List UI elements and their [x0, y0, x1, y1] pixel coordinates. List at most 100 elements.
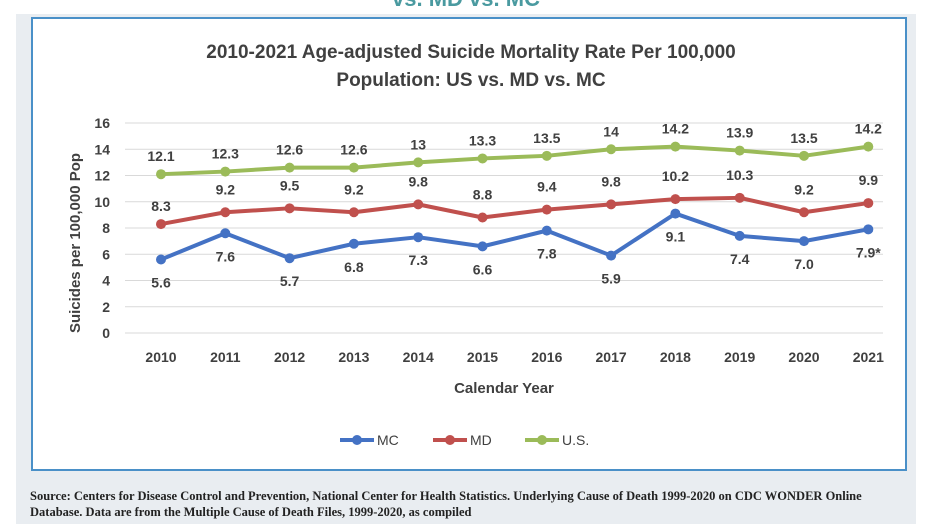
data-point-md: [220, 207, 231, 218]
series-layer: [156, 141, 874, 265]
data-label-us: 14: [603, 123, 619, 139]
source-note: Source: Centers for Disease Control and …: [30, 489, 862, 519]
chart-frame: 2010-2021 Age-adjusted Suicide Mortality…: [31, 17, 907, 471]
data-label-mc: 9.1: [666, 229, 686, 245]
data-point-mc: [734, 230, 745, 241]
data-label-us: 12.6: [276, 142, 303, 158]
data-point-mc: [156, 254, 166, 265]
data-label-mc: 6.8: [344, 259, 364, 275]
data-label-md: 9.9: [859, 172, 879, 188]
data-point-md: [670, 194, 681, 205]
data-label-mc: 7.4: [730, 251, 750, 267]
y-tick-label: 2: [102, 299, 110, 315]
data-label-md: 9.2: [344, 181, 364, 197]
data-label-mc: 5.7: [280, 273, 300, 289]
data-label-mc: 7.6: [216, 248, 236, 264]
legend-label-md: MD: [470, 432, 492, 448]
data-point-mc: [799, 236, 809, 247]
line-chart: 2010-2021 Age-adjusted Suicide Mortality…: [67, 42, 884, 448]
series-line-md: [160, 195, 869, 227]
data-label-us: 13: [410, 136, 426, 152]
data-label-us: 13.9: [726, 125, 753, 141]
data-point-us: [734, 145, 745, 156]
x-tick-label: 2020: [788, 349, 819, 365]
x-tick-label: 2015: [467, 349, 498, 365]
data-label-md: 10.2: [662, 168, 689, 184]
data-label-md: 9.2: [794, 181, 814, 197]
y-tick-label: 6: [102, 246, 110, 262]
gridlines: [125, 122, 883, 334]
data-point-mc: [477, 241, 488, 252]
data-point-us: [670, 141, 681, 152]
data-label-md: 9.4: [537, 179, 557, 195]
chart-title-line-1: 2010-2021 Age-adjusted Suicide Mortality…: [206, 42, 735, 63]
data-label-us: 14.2: [855, 121, 882, 137]
y-tick-labels: 0 2 4 6 8 10 12 14 16: [94, 115, 110, 341]
x-axis-label: Calendar Year: [454, 380, 554, 397]
data-label-mc: 5.9: [601, 271, 621, 287]
data-labels: 5.6 7.6 5.7 6.8 7.3 6.6 7.8 5.9 9.1 7.4 7.0 7.9* 8.3…: [147, 121, 882, 291]
data-point-us: [156, 169, 166, 180]
y-tick-label: 0: [102, 325, 110, 341]
data-label-md: 9.2: [216, 181, 236, 197]
data-label-us: 13.5: [790, 130, 817, 146]
data-label-md: 9.8: [601, 173, 621, 189]
legend-marker-mc: [352, 435, 362, 445]
y-tick-label: 4: [102, 273, 110, 289]
data-point-us: [799, 150, 809, 161]
data-label-us: 12.1: [147, 148, 174, 164]
x-tick-label: 2017: [596, 349, 627, 365]
y-tick-label: 14: [94, 141, 110, 157]
banner-heading: vs. MD vs. MC: [16, 0, 916, 12]
y-tick-label: 8: [102, 220, 110, 236]
y-tick-label: 10: [94, 194, 110, 210]
legend-marker-md: [445, 435, 455, 445]
data-point-mc: [606, 250, 617, 261]
data-point-us: [284, 162, 295, 173]
data-label-md: 8.8: [473, 187, 493, 203]
data-label-us: 13.3: [469, 132, 496, 148]
data-label-us: 12.3: [212, 146, 239, 162]
data-point-md: [541, 204, 552, 215]
x-tick-label: 2012: [274, 349, 305, 365]
data-point-mc: [541, 225, 552, 236]
data-point-mc: [413, 232, 424, 243]
y-tick-label: 12: [94, 168, 110, 184]
data-point-mc: [670, 208, 681, 219]
data-point-md: [284, 203, 295, 214]
data-point-mc: [220, 228, 231, 239]
legend-marker-us: [537, 435, 547, 445]
data-point-us: [477, 153, 488, 164]
x-tick-label: 2014: [403, 349, 434, 365]
data-point-md: [863, 198, 874, 209]
data-label-us: 12.6: [340, 142, 367, 158]
data-point-mc: [863, 224, 874, 235]
x-tick-label: 2010: [145, 349, 176, 365]
data-point-us: [413, 157, 424, 168]
data-point-md: [799, 207, 809, 218]
data-point-us: [220, 166, 231, 177]
data-label-md: 8.3: [151, 198, 171, 214]
x-tick-label: 2019: [724, 349, 755, 365]
data-label-md: 9.8: [408, 173, 428, 189]
data-label-md: 9.5: [280, 177, 300, 193]
data-point-md: [606, 199, 617, 210]
legend: MC MD U.S.: [340, 432, 589, 448]
data-point-us: [863, 141, 874, 152]
top-banner: vs. MD vs. MC: [16, 0, 916, 14]
data-point-md: [348, 207, 359, 218]
data-label-mc: 7.8: [537, 246, 557, 262]
x-tick-label: 2018: [660, 349, 691, 365]
data-point-us: [541, 150, 552, 161]
data-label-mc: 5.6: [151, 275, 171, 291]
data-label-md: 10.3: [726, 167, 753, 183]
series-line-us: [160, 144, 869, 177]
legend-label-us: U.S.: [562, 432, 589, 448]
data-point-md: [734, 192, 745, 203]
data-label-mc: 7.0: [794, 256, 814, 272]
x-tick-label: 2016: [531, 349, 562, 365]
data-label-us: 13.5: [533, 130, 560, 146]
x-tick-label: 2011: [210, 349, 241, 365]
y-tick-label: 16: [94, 115, 110, 131]
data-point-mc: [348, 238, 359, 249]
